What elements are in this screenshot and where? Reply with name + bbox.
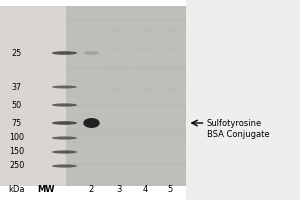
Ellipse shape xyxy=(163,48,178,52)
Ellipse shape xyxy=(137,88,154,92)
Ellipse shape xyxy=(52,121,77,125)
Ellipse shape xyxy=(111,28,126,32)
FancyBboxPatch shape xyxy=(68,132,184,134)
Text: 75: 75 xyxy=(11,118,22,128)
Ellipse shape xyxy=(163,88,178,92)
Ellipse shape xyxy=(84,51,99,55)
Ellipse shape xyxy=(111,88,126,92)
Text: MW: MW xyxy=(38,184,55,194)
FancyBboxPatch shape xyxy=(68,79,184,81)
Text: 4: 4 xyxy=(143,184,148,194)
FancyBboxPatch shape xyxy=(186,0,300,200)
Text: 50: 50 xyxy=(11,100,22,110)
Ellipse shape xyxy=(137,48,154,52)
Ellipse shape xyxy=(137,28,154,32)
FancyBboxPatch shape xyxy=(68,163,184,165)
Text: 37: 37 xyxy=(11,83,22,92)
FancyBboxPatch shape xyxy=(66,6,186,186)
Ellipse shape xyxy=(52,150,77,154)
Text: kDa: kDa xyxy=(8,184,25,194)
FancyBboxPatch shape xyxy=(68,129,184,131)
FancyBboxPatch shape xyxy=(68,18,184,21)
Ellipse shape xyxy=(137,68,154,72)
Text: Sulfotyrosine
BSA Conjugate: Sulfotyrosine BSA Conjugate xyxy=(207,119,270,139)
Ellipse shape xyxy=(163,68,178,72)
Ellipse shape xyxy=(163,28,178,32)
Text: 3: 3 xyxy=(116,184,121,194)
FancyBboxPatch shape xyxy=(68,141,184,143)
Text: 100: 100 xyxy=(9,134,24,142)
Ellipse shape xyxy=(52,103,77,107)
Text: 150: 150 xyxy=(9,148,24,156)
FancyBboxPatch shape xyxy=(0,6,66,186)
Text: 2: 2 xyxy=(89,184,94,194)
Ellipse shape xyxy=(111,48,126,52)
Ellipse shape xyxy=(52,136,77,140)
FancyBboxPatch shape xyxy=(68,105,184,107)
FancyBboxPatch shape xyxy=(68,66,184,69)
Text: 25: 25 xyxy=(11,48,22,58)
Ellipse shape xyxy=(52,51,77,55)
Text: 250: 250 xyxy=(9,162,24,170)
Ellipse shape xyxy=(52,86,77,88)
FancyBboxPatch shape xyxy=(68,138,184,140)
Ellipse shape xyxy=(83,118,100,128)
Ellipse shape xyxy=(111,68,126,72)
Text: 5: 5 xyxy=(168,184,173,194)
Ellipse shape xyxy=(52,164,77,168)
